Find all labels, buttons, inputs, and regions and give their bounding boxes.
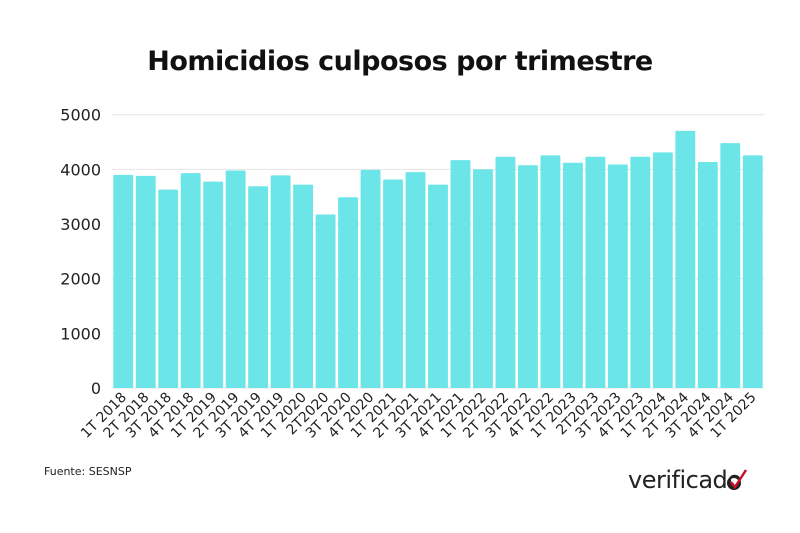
bar (203, 181, 224, 388)
bar (113, 174, 134, 388)
bar (495, 156, 516, 388)
bar (607, 164, 628, 388)
bar (135, 175, 156, 388)
bar (742, 155, 763, 388)
check-icon (727, 469, 748, 490)
y-tick-label: 4000 (60, 160, 101, 179)
bar (517, 165, 538, 388)
bar (720, 143, 741, 388)
bar (338, 197, 359, 388)
chart-title: Homicidios culposos por trimestre (147, 46, 653, 77)
bar (180, 173, 201, 388)
y-tick-label: 1000 (60, 324, 101, 343)
bar (405, 172, 426, 388)
logo-text: verificado (628, 466, 742, 494)
bar (675, 130, 696, 388)
bar (450, 160, 471, 388)
source-note: Fuente: SESNSP (44, 465, 132, 478)
bar (428, 184, 448, 388)
y-tick-label: 0 (91, 379, 101, 398)
verificado-logo: verificado (628, 466, 742, 494)
bar (652, 152, 673, 388)
y-tick-label: 5000 (60, 106, 101, 125)
bar (315, 214, 336, 388)
bar (360, 169, 381, 388)
bar (697, 161, 718, 388)
y-tick-label: 2000 (60, 270, 101, 289)
bar (473, 169, 493, 388)
bar (270, 175, 291, 388)
bar (225, 170, 246, 388)
bar (293, 184, 314, 388)
bar (540, 155, 561, 388)
bar (562, 162, 583, 388)
bar (630, 156, 651, 388)
bar (158, 189, 179, 388)
bar (248, 186, 269, 388)
bar (585, 156, 606, 388)
y-tick-label: 3000 (60, 215, 101, 234)
bar (383, 179, 403, 388)
